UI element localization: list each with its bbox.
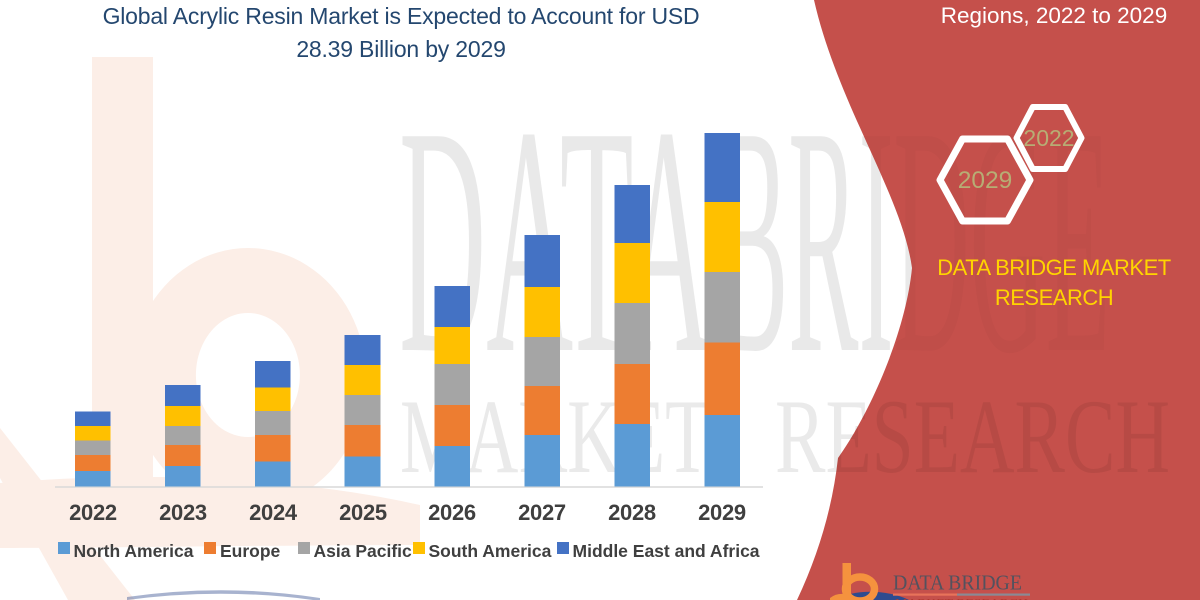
svg-text:DATA BRIDGE: DATA BRIDGE	[893, 571, 1022, 595]
svg-text:2022: 2022	[1023, 125, 1074, 151]
svg-text:MARKET RESEARCH: MARKET RESEARCH	[895, 598, 1028, 600]
svg-text:2029: 2029	[958, 167, 1013, 194]
